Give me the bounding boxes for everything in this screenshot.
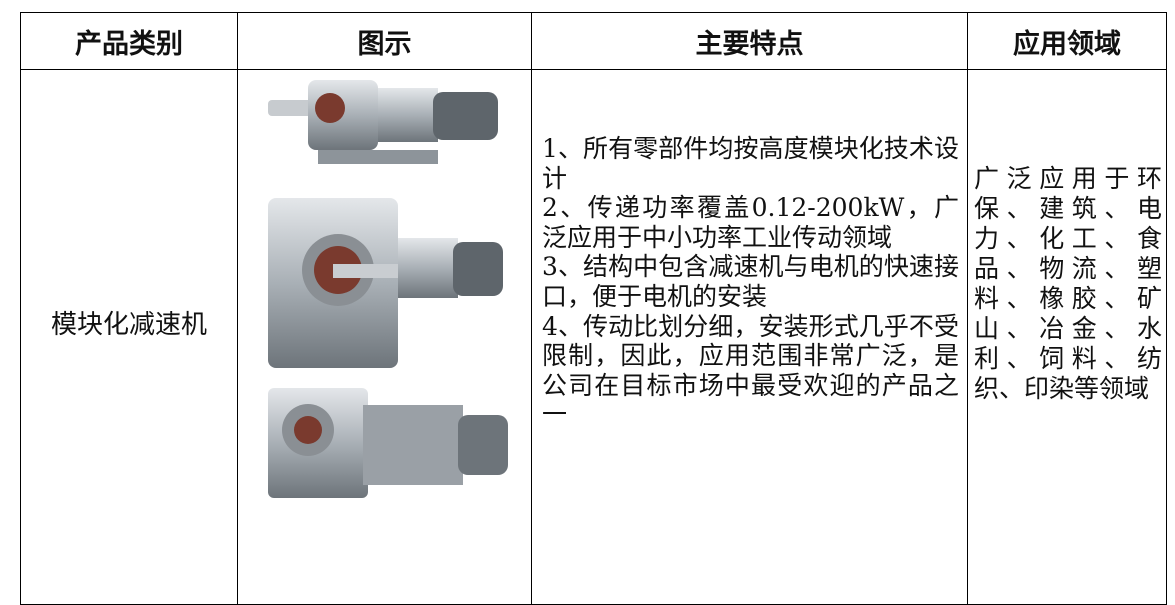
category-cell: 模块化减速机 bbox=[20, 69, 238, 605]
features-cell: 1、所有零部件均按高度模块化技术设计 2、传递功率覆盖0.12-200kW，广泛应… bbox=[531, 69, 968, 605]
gear-motor-1 bbox=[268, 80, 498, 164]
feature-item: 2、传递功率覆盖0.12-200kW，广泛应用于中小功率工业传动领域 bbox=[542, 193, 959, 252]
gear-motor-images bbox=[268, 80, 508, 498]
feature-item: 1、所有零部件均按高度模块化技术设计 bbox=[542, 134, 959, 193]
header-cell: 应用领域 bbox=[967, 12, 1167, 70]
feature-item: 3、结构中包含减速机与电机的快速接口，便于电机的安装 bbox=[542, 252, 959, 311]
header-cell: 主要特点 bbox=[531, 12, 968, 70]
page: {"table": {"headers": ["产品类别", "图示", "主要… bbox=[20, 12, 1167, 605]
header-row: 产品类别 图示 主要特点 应用领域 bbox=[20, 12, 1167, 70]
header-cell: 图示 bbox=[237, 12, 532, 70]
image-cell bbox=[237, 69, 532, 605]
body-row: 模块化减速机 bbox=[20, 69, 1167, 605]
feature-item: 4、传动比划分细，安装形式几乎不受限制，因此，应用范围非常广泛，是公司在目标市场… bbox=[542, 311, 959, 430]
application-cell: 广泛应用于环保、建筑、电力、化工、食品、物流、塑料、橡胶、矿山、冶金、水利、饲料… bbox=[967, 69, 1167, 605]
gear-motor-2 bbox=[268, 198, 503, 368]
header-cell: 产品类别 bbox=[20, 12, 238, 70]
gear-motor-3 bbox=[268, 388, 508, 498]
product-table: 产品类别 图示 主要特点 应用领域 模块化减速机 bbox=[20, 12, 1167, 605]
